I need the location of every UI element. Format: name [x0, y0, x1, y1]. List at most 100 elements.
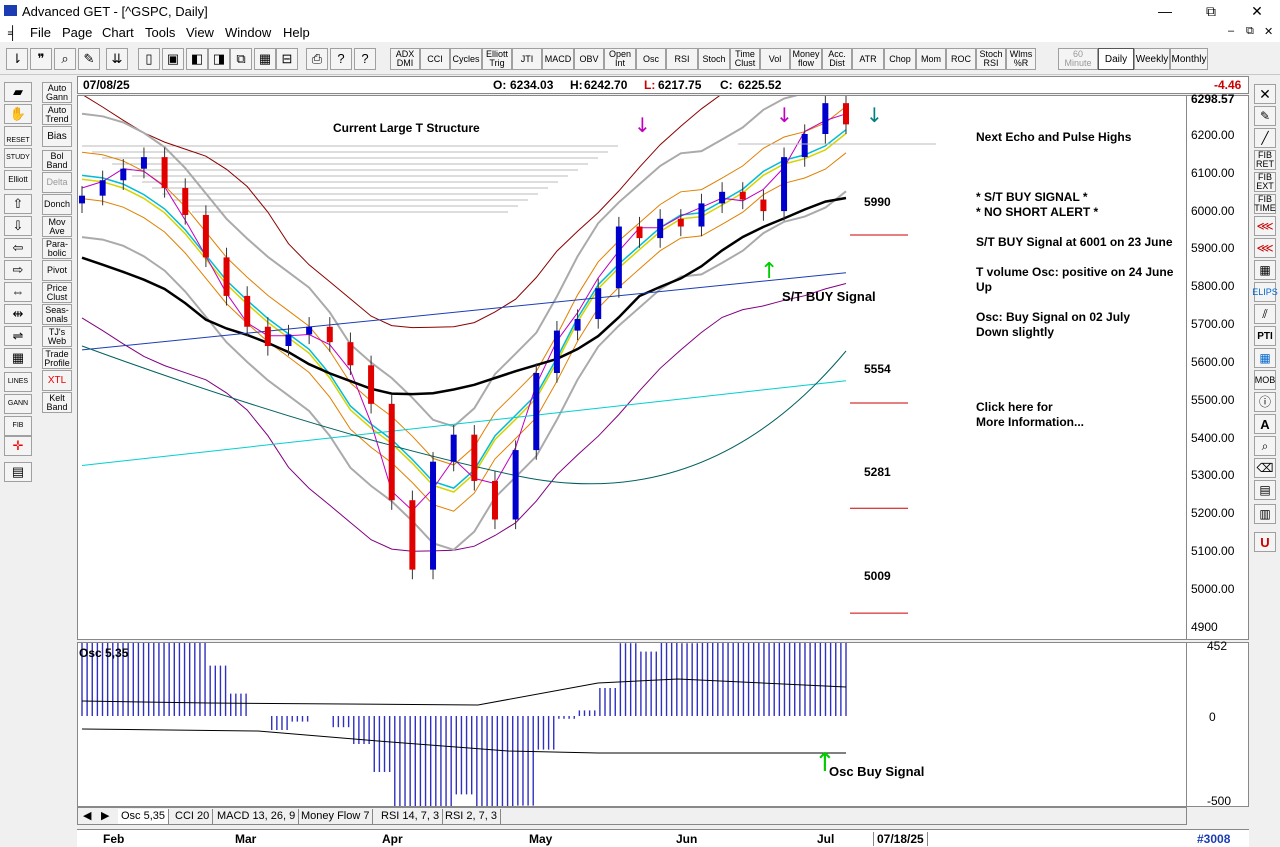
line-tool-icon[interactable]: ╱ — [1254, 128, 1276, 148]
echo-annotation[interactable]: Next Echo and Pulse Highs — [976, 130, 1132, 144]
tb-weekly[interactable]: Weekly — [1134, 48, 1170, 70]
tb-cci[interactable]: CCI — [420, 48, 450, 70]
more-info-link-line2[interactable]: More Information... — [976, 415, 1084, 429]
tool-trade-profile[interactable]: Trade Profile — [42, 348, 72, 369]
close-x-icon[interactable]: ✕ — [1254, 84, 1276, 104]
tool-delta[interactable]: Delta — [42, 172, 72, 193]
paint-icon[interactable]: ✎ — [78, 48, 100, 70]
price-chart-panel[interactable]: ↓ ↓ ↓ ↑ Current Large T Structure Next Echo… — [77, 92, 1249, 640]
tb-money-flow[interactable]: Money flow — [790, 48, 822, 70]
magnifier-icon[interactable]: ⌕ — [54, 48, 76, 70]
menu-file[interactable]: File — [30, 25, 51, 40]
tab-money-flow[interactable]: Money Flow 7 — [298, 809, 374, 824]
tb-atr[interactable]: ATR — [852, 48, 884, 70]
info-icon[interactable]: ⓘ — [1254, 392, 1276, 412]
tool-bias[interactable]: Bias — [42, 126, 72, 147]
pitchfork-icon[interactable]: ⫽ — [1254, 304, 1276, 324]
fan2-icon[interactable]: ⋘ — [1254, 238, 1276, 258]
oscillator-panel[interactable]: ↑ Osc 5,35 Osc Buy Signal 452 0 -500 — [77, 639, 1249, 808]
more-info-link-line1[interactable]: Click here for — [976, 400, 1053, 414]
doc-restore-button[interactable]: ⧉ — [1246, 25, 1254, 37]
tb-60-minute[interactable]: 60 Minute — [1058, 48, 1098, 70]
tool-pivot[interactable]: Pivot — [42, 260, 72, 281]
tab-macd[interactable]: MACD 13, 26, 9 — [214, 809, 300, 824]
expand-icon[interactable]: ⇔ — [4, 282, 32, 302]
scroll-left-icon[interactable]: ◧ — [186, 48, 208, 70]
tool-xtl[interactable]: XTL — [42, 370, 72, 391]
fib-ext-button[interactable]: FIB EXT — [1254, 172, 1276, 192]
tb-mom[interactable]: Mom — [916, 48, 946, 70]
elips-button[interactable]: ELIPS — [1252, 282, 1278, 302]
tool-bol-band[interactable]: Bol Band — [42, 150, 72, 171]
scroll-right-icon[interactable]: ◨ — [208, 48, 230, 70]
context-help-icon[interactable]: ? — [354, 48, 376, 70]
tb-osc[interactable]: Osc — [636, 48, 666, 70]
quote-icon[interactable]: ❞ — [30, 48, 52, 70]
grid-icon-left[interactable]: ▦ — [4, 348, 32, 368]
lines-button[interactable]: LINES — [4, 372, 32, 392]
tb-stoch[interactable]: Stoch — [698, 48, 730, 70]
up-arrow-icon[interactable]: ⇧ — [4, 194, 32, 214]
crosshair-icon[interactable]: ✛ — [4, 436, 32, 456]
tb-open-int[interactable]: Open Int — [604, 48, 636, 70]
menu-page[interactable]: Page — [62, 25, 93, 40]
elliott-button[interactable]: Elliott — [4, 170, 32, 190]
tb-macd[interactable]: MACD — [542, 48, 574, 70]
tb-jti[interactable]: JTI — [512, 48, 542, 70]
tab-cci[interactable]: CCI 20 — [172, 809, 214, 824]
compress-icon[interactable]: ⇹ — [4, 304, 32, 324]
copy-icon[interactable]: ⧉ — [230, 48, 252, 70]
tool-auto-gann[interactable]: Auto Gann — [42, 82, 72, 103]
zoom-out-icon[interactable]: ⊟ — [276, 48, 298, 70]
close-button[interactable]: ✕ — [1251, 3, 1263, 19]
menu-view[interactable]: View — [186, 25, 214, 40]
pti-button[interactable]: PTI — [1254, 326, 1276, 346]
doc-minimize-button[interactable]: – — [1228, 25, 1235, 37]
oscillator-chart[interactable]: ↑ — [78, 643, 1186, 806]
mob-button[interactable]: MOB — [1254, 370, 1276, 390]
tb-monthly[interactable]: Monthly — [1170, 48, 1208, 70]
tool-auto-trend[interactable]: Auto Trend — [42, 104, 72, 125]
grid-icon[interactable]: ▦ — [254, 48, 276, 70]
print-icon[interactable]: ⎙ — [306, 48, 328, 70]
arrow-down-icon[interactable]: ⇊ — [106, 48, 128, 70]
new-page-icon[interactable]: ▯ — [138, 48, 160, 70]
tb-chop[interactable]: Chop — [884, 48, 916, 70]
down-arrow-icon[interactable]: ⇩ — [4, 216, 32, 236]
tool-price-clust[interactable]: Price Clust — [42, 282, 72, 303]
study-button[interactable]: STUDY — [4, 148, 32, 168]
doc-close-button[interactable]: ✕ — [1264, 26, 1274, 38]
settings-icon[interactable]: ▤ — [4, 462, 32, 482]
save-icon[interactable]: ▣ — [162, 48, 184, 70]
minimize-button[interactable]: — — [1158, 3, 1172, 19]
price-chart[interactable]: ↓ ↓ ↓ ↑ — [78, 96, 1248, 639]
open-folder-icon[interactable]: ▰ — [4, 82, 32, 102]
left-arrow-icon[interactable]: ⇦ — [4, 238, 32, 258]
tab-osc[interactable]: Osc 5,35 — [118, 809, 170, 824]
tb-cycles[interactable]: Cycles — [450, 48, 482, 70]
pencil-icon[interactable]: ✎ — [1254, 106, 1276, 126]
tool-tjs-web[interactable]: TJ's Web — [42, 326, 72, 347]
cursor-icon[interactable]: ⇂ — [6, 48, 28, 70]
tab-rsi-2[interactable]: RSI 2, 7, 3 — [442, 809, 501, 824]
tool-mov-ave[interactable]: Mov Ave — [42, 216, 72, 237]
fib-time-button[interactable]: FIB TIME — [1254, 194, 1276, 214]
grid-tool-icon[interactable]: ▦ — [1254, 260, 1276, 280]
tool-kelt-band[interactable]: Kelt Band — [42, 392, 72, 413]
hand-icon[interactable]: ✋ — [4, 104, 32, 124]
tab-rsi-14[interactable]: RSI 14, 7, 3 — [378, 809, 444, 824]
tab-scroll-right[interactable]: ▶ — [101, 810, 110, 822]
tb-wlms-r[interactable]: Wlms %R — [1006, 48, 1036, 70]
reset-button[interactable]: RESET — [4, 126, 32, 146]
tb-rsi[interactable]: RSI — [666, 48, 698, 70]
tb-time-clust[interactable]: Time Clust — [730, 48, 760, 70]
text-tool-icon[interactable]: A — [1254, 414, 1276, 434]
tool-seasonals[interactable]: Seas-onals — [42, 304, 72, 325]
menu-window[interactable]: Window — [225, 25, 272, 40]
tb-elliott-trig[interactable]: Elliott Trig — [482, 48, 512, 70]
eraser-icon[interactable]: ⌫ — [1254, 458, 1276, 478]
magnet-icon[interactable]: U — [1254, 532, 1276, 552]
clipboard-icon[interactable]: ▤ — [1254, 480, 1276, 500]
menu-help[interactable]: Help — [283, 25, 310, 40]
tool-donch[interactable]: Donch — [42, 194, 72, 215]
